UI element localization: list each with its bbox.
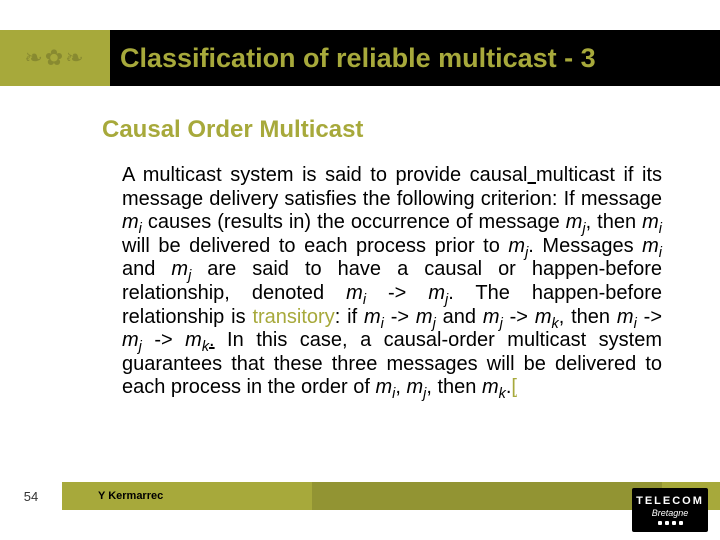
footer-olive-strip: Y Kermarrec xyxy=(62,482,720,510)
slide-title: Classification of reliable multicast - 3 xyxy=(120,43,596,74)
body-text: A multicast system is said to provide ca… xyxy=(102,164,662,400)
footer-dark-strip xyxy=(312,482,662,510)
logo-line1: TELECOM xyxy=(636,495,704,507)
page-number: 54 xyxy=(0,482,62,510)
title-bar: ❧✿❧ Classification of reliable multicast… xyxy=(0,30,720,86)
title-ornament-block: ❧✿❧ xyxy=(0,30,110,86)
title-black-block: Classification of reliable multicast - 3 xyxy=(110,30,720,86)
logo-line2: Bretagne xyxy=(652,508,689,518)
slide: ❧✿❧ Classification of reliable multicast… xyxy=(0,0,720,540)
footer-author: Y Kermarrec xyxy=(62,482,163,510)
telecom-bretagne-logo: TELECOM Bretagne xyxy=(632,488,708,532)
ornament-icon: ❧✿❧ xyxy=(24,45,85,71)
content-area: Causal Order Multicast A multicast syste… xyxy=(102,116,662,400)
footer-bar: 54 Y Kermarrec xyxy=(0,482,720,510)
logo-dots-icon xyxy=(658,521,683,525)
subheading: Causal Order Multicast xyxy=(102,116,662,144)
